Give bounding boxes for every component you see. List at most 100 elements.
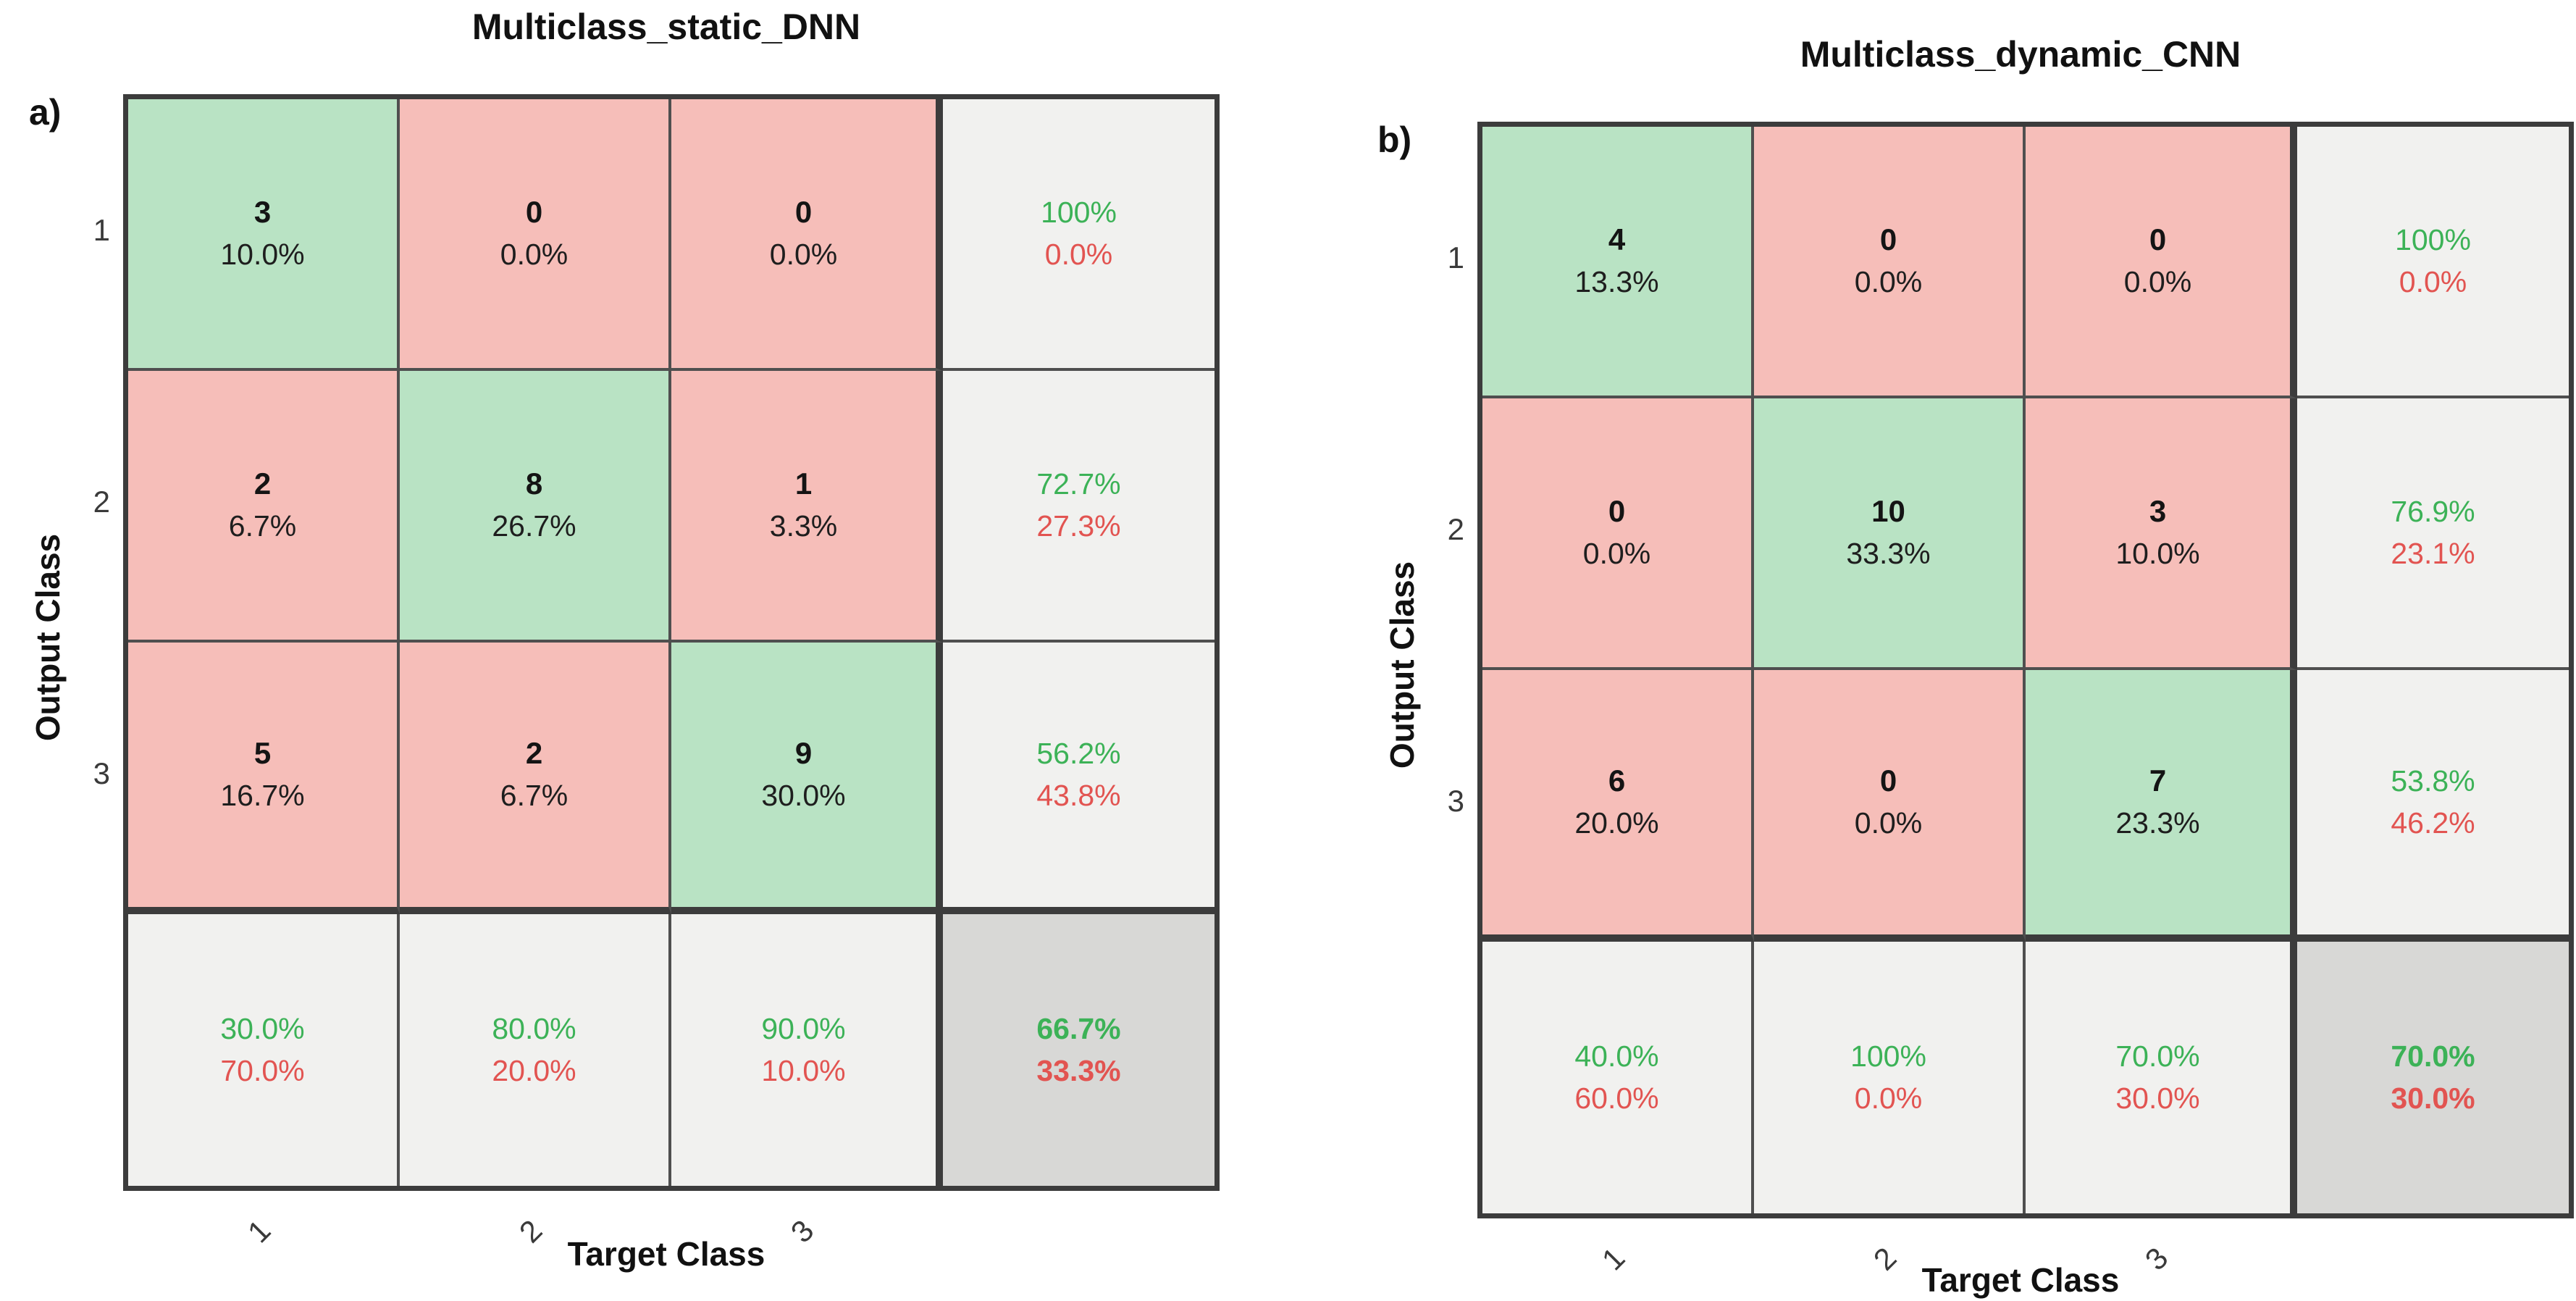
cell-value: 4: [1608, 222, 1626, 257]
panel-a-confusion-matrix: 3 10.0% 0 0.0% 0 0.0% 100% 0.0% 2 6.7% 8 26.7% 1 3.3%…: [123, 94, 1220, 1191]
cell-value: 10: [1871, 494, 1905, 529]
cell-value: 7: [2149, 764, 2167, 798]
cell-percentage: 0.0%: [2399, 264, 2467, 298]
cell-value: 2: [253, 467, 272, 501]
matrix-cell: 2 6.7%: [128, 371, 400, 643]
cell-value: 9: [794, 736, 813, 771]
panel-b-confusion-matrix: 4 13.3% 0 0.0% 0 0.0% 100% 0.0% 0 0.0% 10 33.3% 3 10.…: [1477, 122, 2574, 1218]
cell-percentage: 13.3%: [1574, 265, 1659, 299]
cell-value: 0: [1879, 222, 1897, 257]
summary-cell: 100% 0.0%: [943, 99, 1214, 371]
cell-value: 56.2%: [1036, 737, 1121, 771]
matrix-cell: 9 30.0%: [671, 643, 943, 914]
cell-percentage: 0.0%: [2123, 265, 2192, 299]
matrix-cell: 3 10.0%: [2026, 398, 2297, 670]
cell-percentage: 16.7%: [220, 779, 305, 813]
y-tick-label: 1: [93, 212, 110, 247]
cell-value: 0: [794, 195, 813, 230]
cell-value: 53.8%: [2391, 764, 2475, 798]
cell-percentage: 0.0%: [1854, 1081, 1923, 1115]
y-tick-label: 1: [1447, 240, 1464, 275]
panel-b-y-axis-ticks: 1 2 3: [1412, 122, 1477, 1208]
cell-value: 3: [253, 195, 272, 230]
cell-value: 1: [794, 467, 813, 501]
cell-percentage: 30.0%: [2115, 1081, 2200, 1115]
summary-cell: 100% 0.0%: [2297, 127, 2569, 398]
cell-value: 0: [1879, 764, 1897, 798]
summary-cell: 30.0% 70.0%: [128, 914, 400, 1186]
matrix-cell: 1 3.3%: [671, 371, 943, 643]
cell-value: 100%: [1850, 1039, 1926, 1074]
cell-value: 72.7%: [1036, 467, 1121, 501]
matrix-cell: 8 26.7%: [400, 371, 671, 643]
cell-percentage: 6.7%: [228, 509, 297, 543]
cell-percentage: 10.0%: [761, 1053, 846, 1087]
panel-a-title: Multiclass_static_DNN: [471, 7, 861, 47]
x-tick-label: 1: [1595, 1240, 1632, 1277]
cell-percentage: 33.3%: [1036, 1053, 1121, 1087]
cell-percentage: 23.3%: [2115, 806, 2200, 840]
summary-cell: 70.0% 30.0%: [2026, 942, 2297, 1213]
cell-percentage: 0.0%: [1854, 806, 1923, 840]
matrix-cell: 3 10.0%: [128, 99, 400, 371]
cell-value: 70.0%: [2391, 1039, 2475, 1074]
y-tick-label: 2: [1447, 511, 1464, 546]
cell-value: 70.0%: [2115, 1039, 2200, 1074]
matrix-cell: 0 0.0%: [671, 99, 943, 371]
cell-percentage: 60.0%: [1574, 1081, 1659, 1115]
cell-value: 80.0%: [492, 1012, 576, 1046]
cell-percentage: 0.0%: [769, 238, 838, 272]
cell-value: 0: [1608, 494, 1626, 529]
cell-value: 76.9%: [2391, 495, 2475, 529]
panel-b-x-axis-label: Target Class: [1921, 1261, 2120, 1299]
x-tick-label: 3: [2138, 1240, 2175, 1277]
cell-percentage: 26.7%: [492, 509, 576, 543]
summary-cell: 40.0% 60.0%: [1482, 942, 1754, 1213]
cell-percentage: 27.3%: [1036, 509, 1121, 543]
matrix-cell: 6 20.0%: [1482, 670, 1754, 942]
panel-a-y-axis-ticks: 1 2 3: [58, 94, 123, 1181]
cell-value: 66.7%: [1036, 1012, 1121, 1046]
y-tick-label: 3: [1447, 783, 1464, 818]
cell-percentage: 20.0%: [1574, 806, 1659, 840]
cell-value: 8: [525, 467, 543, 501]
x-tick-label: 2: [1866, 1240, 1903, 1277]
cell-percentage: 0.0%: [1582, 537, 1651, 571]
cell-value: 90.0%: [761, 1012, 846, 1046]
cell-value: 100%: [2395, 223, 2471, 257]
cell-percentage: 0.0%: [1044, 237, 1113, 271]
panel-b-title: Multiclass_dynamic_CNN: [1800, 34, 2241, 75]
panel-a-label: a): [29, 92, 62, 133]
cell-value: 30.0%: [220, 1012, 305, 1046]
cell-percentage: 20.0%: [492, 1053, 576, 1087]
cell-percentage: 10.0%: [220, 238, 305, 272]
matrix-cell: 0 0.0%: [1754, 127, 2026, 398]
summary-cell: 76.9% 23.1%: [2297, 398, 2569, 670]
cell-percentage: 23.1%: [2391, 536, 2475, 570]
matrix-cell: 0 0.0%: [1482, 398, 1754, 670]
cell-value: 3: [2149, 494, 2167, 529]
matrix-cell: 2 6.7%: [400, 643, 671, 914]
cell-percentage: 0.0%: [1854, 265, 1923, 299]
cell-value: 0: [2149, 222, 2167, 257]
y-tick-label: 2: [93, 484, 110, 519]
matrix-cell: 0 0.0%: [2026, 127, 2297, 398]
matrix-cell: 4 13.3%: [1482, 127, 1754, 398]
cell-value: 5: [253, 736, 272, 771]
matrix-cell: 0 0.0%: [1754, 670, 2026, 942]
summary-cell: 56.2% 43.8%: [943, 643, 1214, 914]
overall-accuracy-cell: 70.0% 30.0%: [2297, 942, 2569, 1213]
cell-percentage: 6.7%: [500, 779, 569, 813]
matrix-cell: 0 0.0%: [400, 99, 671, 371]
cell-percentage: 0.0%: [500, 238, 569, 272]
matrix-cell: 10 33.3%: [1754, 398, 2026, 670]
summary-cell: 100% 0.0%: [1754, 942, 2026, 1213]
panel-a-x-axis-label: Target Class: [567, 1235, 765, 1273]
summary-cell: 53.8% 46.2%: [2297, 670, 2569, 942]
cell-value: 40.0%: [1574, 1039, 1659, 1074]
y-tick-label: 3: [93, 756, 110, 790]
cell-percentage: 10.0%: [2115, 537, 2200, 571]
